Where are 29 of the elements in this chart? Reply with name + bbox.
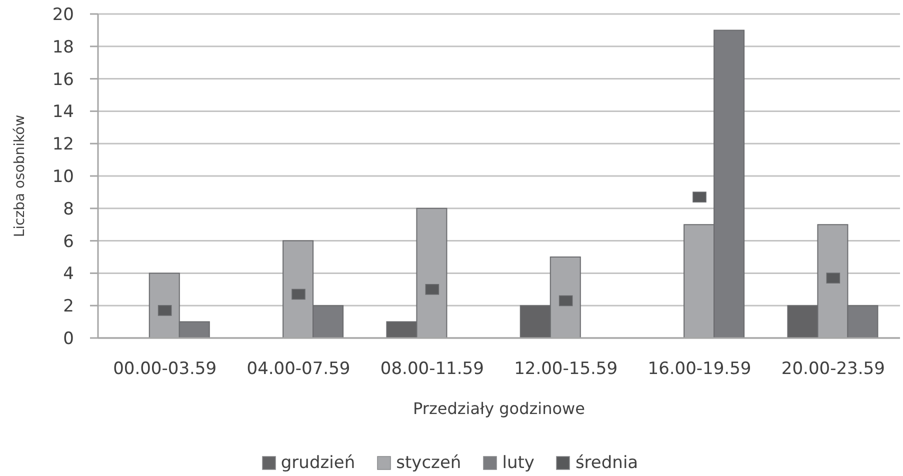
- y-tick-label: 8: [63, 199, 74, 220]
- y-tick-label: 18: [52, 37, 74, 58]
- y-tick-label: 12: [52, 134, 74, 155]
- point: [158, 305, 172, 316]
- y-tick-label: 20: [52, 5, 74, 26]
- point: [692, 192, 706, 202]
- y-tick-label: 2: [63, 296, 74, 317]
- y-tick-label: 14: [52, 102, 74, 122]
- x-tick-label: 12.00-15.59: [514, 359, 618, 380]
- y-axis-title: Liczba osobników: [12, 114, 28, 238]
- y-tick-label: 4: [63, 264, 74, 284]
- y-tick-label: 10: [52, 167, 74, 188]
- x-tick-label: 04.00-07.59: [246, 359, 350, 380]
- point: [425, 284, 440, 295]
- x-tick-label: 00.00-03.59: [113, 359, 217, 380]
- x-tick-label: 20.00-23.59: [781, 359, 885, 380]
- x-tick-label: 08.00-11.59: [380, 359, 484, 380]
- point: [558, 295, 573, 306]
- point: [826, 272, 840, 284]
- y-tick-label: 6: [63, 232, 74, 252]
- legend-label: luty: [502, 453, 534, 473]
- x-axis-title: Przedziały godzinowe: [413, 399, 585, 418]
- y-tick-label: 0: [63, 329, 74, 350]
- y-tick-label: 16: [52, 70, 74, 90]
- legend-label: średnia: [575, 453, 638, 473]
- point: [292, 288, 306, 300]
- legend-label: styczeń: [396, 453, 462, 473]
- legend-label: grudzień: [280, 453, 356, 473]
- x-tick-label: 16.00-19.59: [648, 359, 752, 380]
